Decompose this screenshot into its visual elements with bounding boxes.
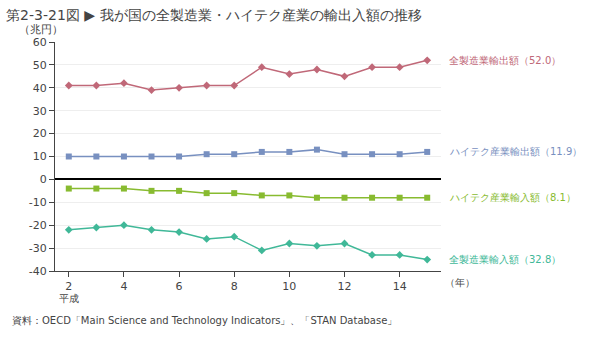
- svg-text:（兆円）: （兆円）: [19, 23, 63, 36]
- svg-text:40: 40: [33, 82, 47, 95]
- svg-text:第2-3-21図 ▶ 我が国の全製造業・ハイテク産業の輸出入: 第2-3-21図 ▶ 我が国の全製造業・ハイテク産業の輸出入額の推移: [6, 7, 421, 23]
- svg-text:資料：OECD「Main Science and Techn: 資料：OECD「Main Science and Technology Indi…: [12, 315, 397, 326]
- svg-text:-10: -10: [29, 196, 47, 209]
- svg-text:6: 6: [176, 280, 183, 293]
- svg-text:10: 10: [33, 150, 47, 163]
- svg-text:60: 60: [33, 36, 47, 49]
- svg-text:-20: -20: [29, 219, 47, 232]
- svg-text:ハイテク産業輸入額（8.1）: ハイテク産業輸入額（8.1）: [449, 192, 576, 203]
- svg-text:20: 20: [33, 127, 47, 140]
- svg-text:全製造業輸出額（52.0）: 全製造業輸出額（52.0）: [449, 55, 561, 66]
- svg-text:4: 4: [120, 280, 127, 293]
- svg-text:10: 10: [282, 280, 296, 293]
- svg-text:全製造業輸入額（32.8）: 全製造業輸入額（32.8）: [449, 254, 561, 265]
- svg-text:（年）: （年）: [445, 277, 475, 288]
- svg-text:50: 50: [33, 59, 47, 72]
- svg-text:14: 14: [393, 280, 407, 293]
- svg-text:0: 0: [40, 173, 47, 186]
- svg-text:2: 2: [65, 280, 72, 293]
- svg-text:30: 30: [33, 105, 47, 118]
- svg-text:ハイテク産業輸出額（11.9）: ハイテク産業輸出額（11.9）: [449, 146, 582, 157]
- svg-text:12: 12: [338, 280, 352, 293]
- svg-text:-40: -40: [29, 265, 47, 278]
- svg-text:-30: -30: [29, 242, 47, 255]
- svg-text:平成: 平成: [59, 293, 79, 304]
- svg-text:8: 8: [231, 280, 238, 293]
